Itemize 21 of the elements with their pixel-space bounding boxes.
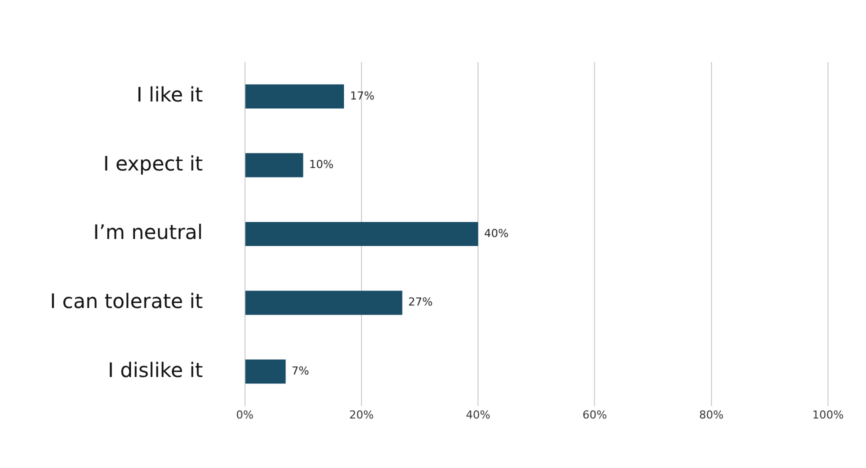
data-label: 10% <box>309 158 334 172</box>
x-tick-label: 0% <box>236 408 254 422</box>
y-tick-label: I like it <box>136 82 204 107</box>
data-label: 27% <box>408 296 433 309</box>
y-tick-label: I dislike it <box>108 358 204 382</box>
bar <box>245 222 478 246</box>
x-tick-label: 40% <box>466 408 490 422</box>
data-label: 40% <box>484 226 509 240</box>
bar <box>245 153 304 178</box>
bar <box>245 290 402 315</box>
x-tick-label: 20% <box>349 408 374 422</box>
x-tick-label: 60% <box>582 408 607 422</box>
x-tick-label: 100% <box>812 408 844 422</box>
bar <box>245 84 344 108</box>
x-tick-label: 80% <box>699 408 724 422</box>
bar <box>245 360 286 384</box>
data-label: 17% <box>350 89 374 102</box>
y-tick-label: I expect it <box>103 151 204 176</box>
data-label: 7% <box>292 364 310 378</box>
y-tick-label: I’m neutral <box>93 220 203 244</box>
y-tick-label: I can tolerate it <box>50 289 204 314</box>
